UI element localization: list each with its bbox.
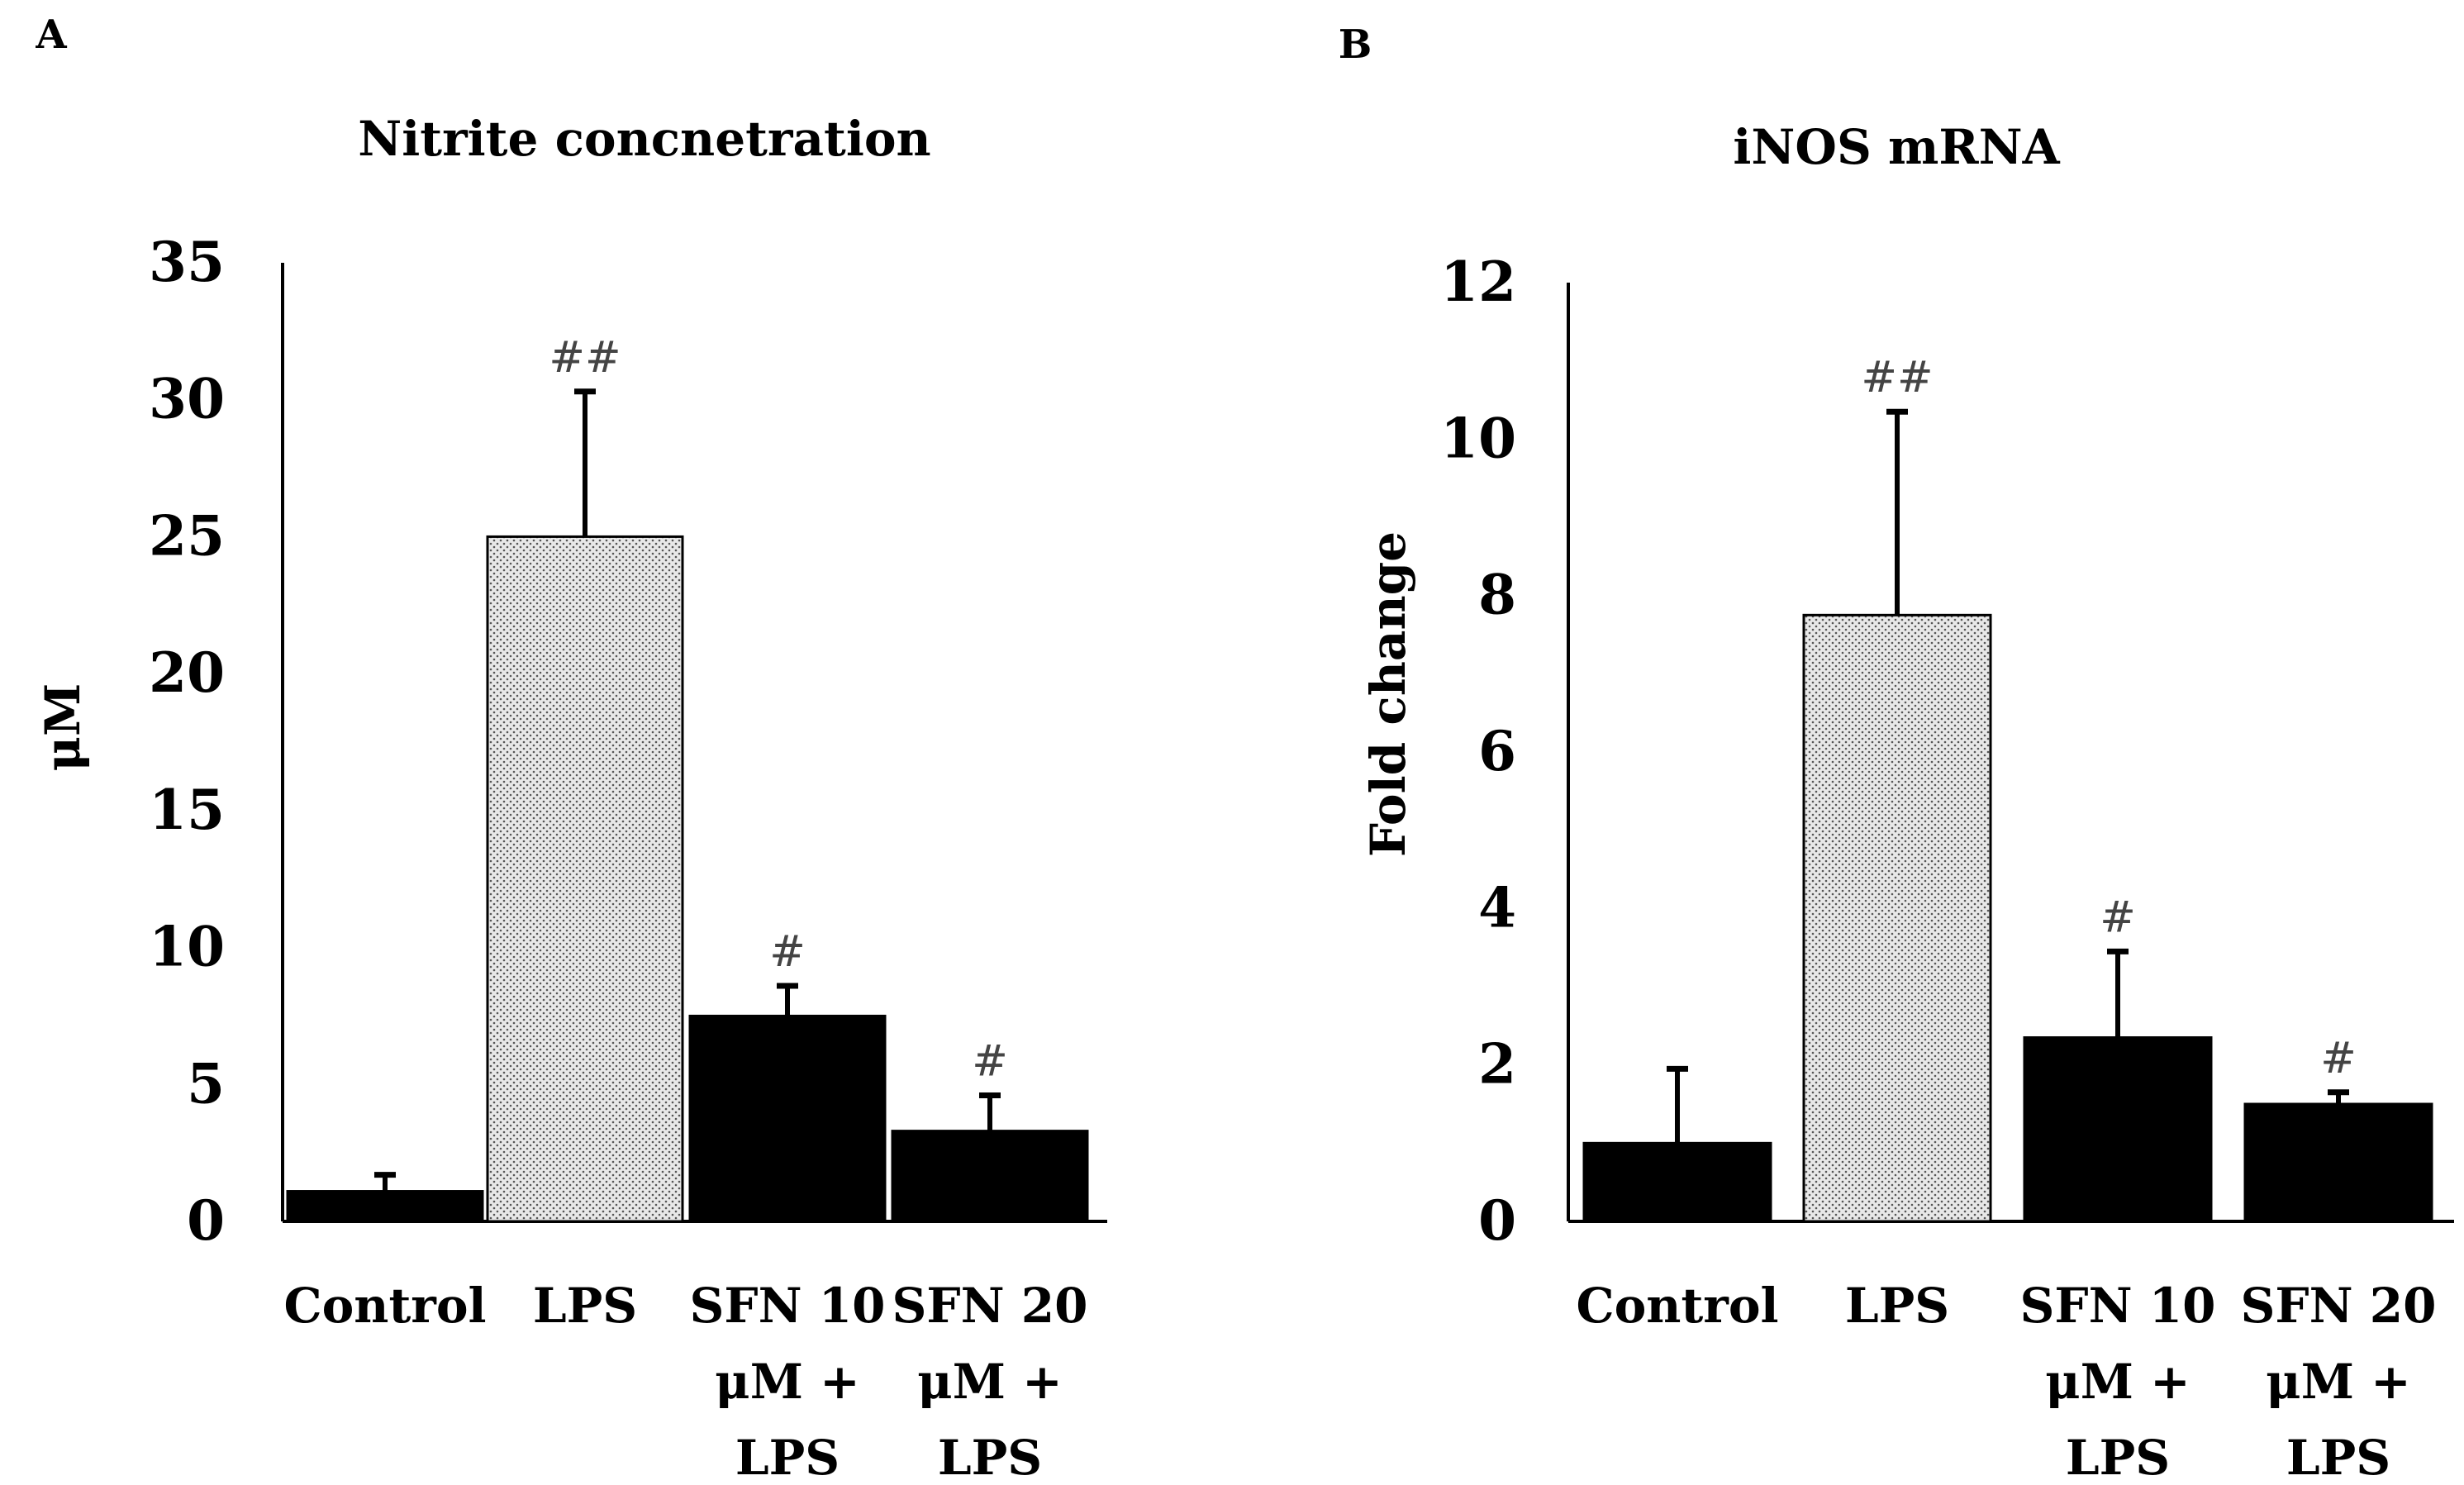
x-category-label: SFN 10 μM + LPS (690, 1278, 886, 1485)
x-category-label: LPS (1845, 1278, 1949, 1334)
x-category-label: Control (1576, 1278, 1778, 1334)
y-axis-label: Fold change (1360, 531, 1416, 857)
significance-marker: # (769, 927, 806, 977)
x-category-label: SFN 20 μM + LPS (892, 1278, 1088, 1485)
chart-title: iNOS mRNA (1733, 119, 2060, 175)
y-tick-label: 30 (149, 367, 225, 431)
y-tick-label: 15 (149, 778, 225, 842)
bar (891, 1130, 1089, 1223)
y-tick-label: 10 (1440, 406, 1516, 470)
bar (688, 1014, 887, 1223)
significance-marker: ## (549, 333, 621, 383)
y-axis-label: μM (35, 683, 91, 772)
y-tick-label: 12 (1440, 250, 1516, 314)
panel-b: B iNOS mRNA Fold change 0 2 4 6 8 10 12 Control… (1339, 21, 2454, 1485)
x-category-label: SFN 20 μM + LPS (2241, 1278, 2437, 1485)
plot-area: 0 5 10 15 20 25 30 35 Control ## LPS # SFN 10 μM + LPS… (149, 230, 1107, 1485)
panel-letter: A (35, 12, 67, 58)
y-tick-label: 4 (1478, 875, 1516, 940)
y-tick-label: 10 (149, 915, 225, 979)
significance-marker: # (2100, 892, 2136, 942)
y-tick-label: 5 (187, 1051, 225, 1116)
significance-marker: # (972, 1037, 1008, 1087)
x-category-label: LPS (533, 1278, 637, 1334)
panel-a: A Nitrite concnetration μM 0 5 10 15 20 25 30 3… (35, 12, 1107, 1485)
y-tick-label: 25 (149, 503, 225, 568)
bar (486, 535, 684, 1223)
chart-title: Nitrite concnetration (358, 111, 930, 167)
y-tick-label: 0 (187, 1188, 225, 1253)
plot-area: 0 2 4 6 8 10 12 Control ## LPS # SFN 10 μM + LPS # SFN … (1440, 250, 2454, 1485)
bar (1802, 613, 1992, 1223)
y-tick-label: 8 (1478, 563, 1516, 627)
x-category-label: Control (283, 1278, 486, 1334)
y-tick-label: 35 (149, 230, 225, 294)
bar (1582, 1141, 1772, 1223)
significance-marker: ## (1861, 353, 1933, 402)
x-category-label: SFN 10 μM + LPS (2020, 1278, 2216, 1485)
y-tick-label: 0 (1478, 1188, 1516, 1253)
bar (2023, 1036, 2213, 1223)
bar (286, 1190, 484, 1223)
y-tick-label: 20 (149, 640, 225, 705)
panel-letter: B (1339, 21, 1372, 68)
significance-marker: # (2320, 1034, 2357, 1083)
bar (2243, 1102, 2433, 1223)
y-tick-label: 2 (1478, 1032, 1516, 1097)
y-tick-label: 6 (1478, 719, 1516, 783)
